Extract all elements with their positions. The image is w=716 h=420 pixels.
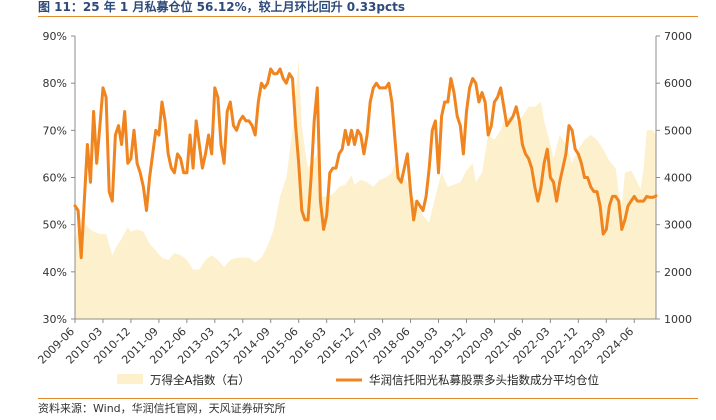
legend-swatch-index (117, 374, 143, 384)
series-line-position (73, 67, 658, 260)
y-right-tick-label: 3000 (664, 219, 692, 232)
series-area-index (75, 59, 656, 319)
y-left-tick-label: 50% (43, 219, 67, 232)
legend-label-position: 华润信托阳光私募股票多头指数成分平均仓位 (369, 373, 599, 387)
y-left-tick-label: 90% (43, 30, 67, 43)
y-left-tick-label: 70% (43, 124, 67, 137)
position-index-chart: 30% 40% 50% 60% 70% 80% 90% 1000 2000 3000 4000 500… (35, 30, 692, 387)
legend-label-index: 万得全A指数（右） (150, 373, 250, 387)
y-right-tick-label: 1000 (664, 313, 692, 326)
figure-title: 图 11：25 年 1 月私募仓位 56.12%，较上月环比回升 0.33pct… (38, 0, 405, 14)
title-rule (38, 16, 698, 17)
y-right-tick-label: 4000 (664, 172, 692, 185)
y-left-tick-label: 40% (43, 266, 67, 279)
y-right-tick-label: 5000 (664, 124, 692, 137)
y-left-tick-label: 80% (43, 77, 67, 90)
y-right-tick-label: 7000 (664, 30, 692, 43)
y-right-tick-label: 6000 (664, 77, 692, 90)
y-left-tick-label: 60% (43, 172, 67, 185)
bottom-rule (38, 398, 698, 399)
y-right-tick-label: 2000 (664, 266, 692, 279)
y-left-tick-label: 30% (43, 313, 67, 326)
source-note: 资料来源：Wind，华润信托官网，天风证券研究所 (38, 402, 286, 415)
